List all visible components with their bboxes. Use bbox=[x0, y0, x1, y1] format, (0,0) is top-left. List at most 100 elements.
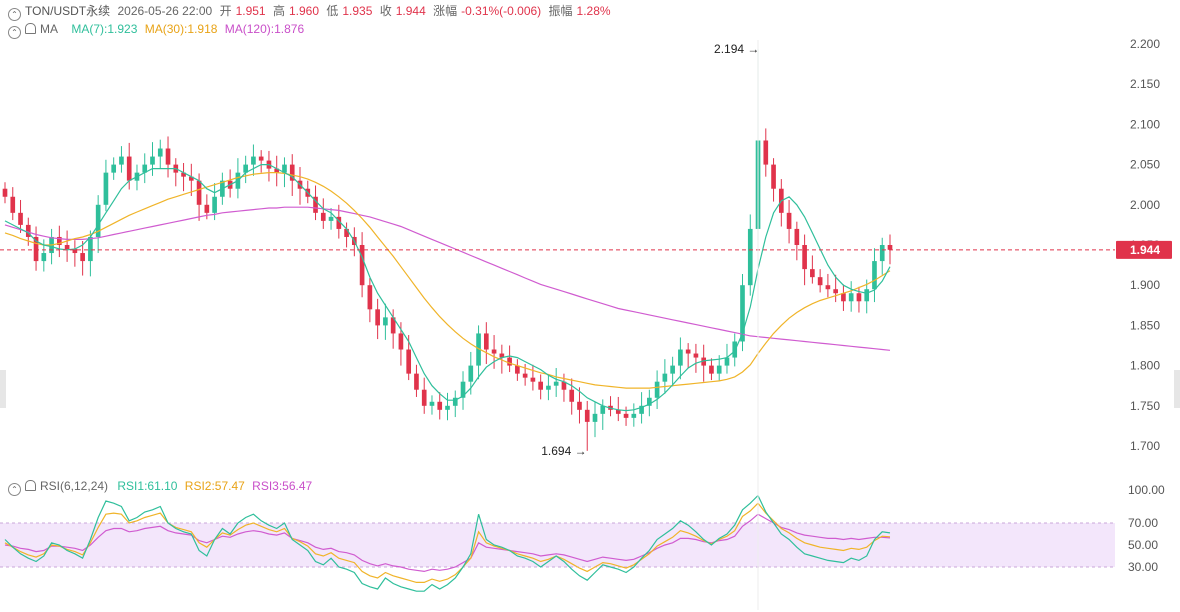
price-tick-label: 2.000 bbox=[1130, 198, 1160, 212]
candle-body bbox=[507, 357, 512, 366]
scroll-left-handle[interactable] bbox=[0, 370, 6, 408]
ma7-line bbox=[4, 164, 891, 412]
close-label: 收 bbox=[379, 4, 392, 18]
candle-body bbox=[64, 245, 70, 250]
price-tick-label: 2.100 bbox=[1130, 117, 1160, 131]
candle-body bbox=[740, 285, 745, 342]
rsi3-legend: RSI3:56.47 bbox=[252, 479, 313, 493]
candle-body bbox=[530, 377, 536, 382]
candle-body bbox=[344, 228, 349, 237]
change-value: -0.31%(-0.006) bbox=[461, 4, 542, 18]
alert-bell-icon[interactable] bbox=[25, 23, 36, 34]
candle-body bbox=[569, 389, 575, 402]
candle-body bbox=[204, 204, 210, 213]
ma30-line bbox=[4, 172, 891, 389]
candle-body bbox=[786, 212, 792, 229]
candle-body bbox=[732, 341, 738, 358]
symbol-label: TON/USDT永续 bbox=[25, 4, 111, 18]
close-value: 1.944 bbox=[395, 4, 426, 18]
candle-body bbox=[25, 224, 31, 237]
candle-body bbox=[584, 409, 590, 422]
candle-body bbox=[631, 413, 637, 418]
candle-body bbox=[282, 164, 287, 173]
candle-body bbox=[196, 180, 202, 205]
candle-body bbox=[142, 164, 148, 173]
candle-body bbox=[406, 349, 412, 374]
candle-body bbox=[390, 317, 396, 334]
candle-body bbox=[414, 373, 419, 390]
current-price-text: 1.944 bbox=[1130, 243, 1160, 257]
candle-body bbox=[421, 389, 427, 406]
candle-body bbox=[2, 188, 8, 197]
candle-body bbox=[460, 381, 466, 398]
candle-body bbox=[841, 293, 846, 302]
rsi-legend: ⌃ RSI(6,12,24) RSI1:61.10 RSI2:57.47 RSI3… bbox=[8, 478, 316, 496]
rsi-tick-label: 50.00 bbox=[1128, 538, 1158, 552]
candle-body bbox=[150, 156, 155, 165]
candle-body bbox=[57, 236, 62, 245]
price-tick-label: 2.150 bbox=[1130, 77, 1160, 91]
amplitude-value: 1.28% bbox=[576, 4, 611, 18]
candle-body bbox=[18, 212, 23, 225]
candle-body bbox=[119, 156, 124, 165]
candle-body bbox=[468, 365, 474, 382]
candle-body bbox=[794, 228, 800, 245]
candle-body bbox=[810, 269, 815, 278]
candle-body bbox=[437, 401, 443, 410]
candle-body bbox=[623, 413, 629, 418]
candle-body bbox=[72, 249, 78, 254]
candle-body bbox=[802, 245, 807, 270]
scroll-right-handle[interactable] bbox=[1174, 370, 1180, 408]
candle-body bbox=[833, 289, 838, 294]
candle-body bbox=[111, 164, 117, 173]
candle-body bbox=[887, 245, 893, 250]
price-tick-label: 1.850 bbox=[1130, 318, 1160, 332]
price-tick-label: 1.750 bbox=[1130, 399, 1160, 413]
candle-body bbox=[429, 401, 435, 406]
ma120-legend: MA(120):1.876 bbox=[224, 22, 305, 36]
candle-body bbox=[157, 148, 163, 157]
ma7-legend: MA(7):1.923 bbox=[71, 22, 138, 36]
price-tick-label: 1.900 bbox=[1130, 278, 1160, 292]
candle-body bbox=[336, 216, 342, 229]
collapse-rsi-icon[interactable]: ⌃ bbox=[8, 483, 21, 496]
candle-body bbox=[188, 176, 194, 181]
candle-body bbox=[701, 357, 707, 366]
candle-body bbox=[546, 385, 551, 390]
candle-body bbox=[647, 397, 652, 406]
amplitude-label: 振幅 bbox=[548, 4, 573, 18]
candle-body bbox=[383, 317, 388, 326]
high-value: 1.960 bbox=[288, 4, 319, 18]
candle-body bbox=[95, 204, 101, 237]
low-label: 低 bbox=[326, 4, 339, 18]
candle-body bbox=[592, 413, 598, 422]
candle-body bbox=[10, 196, 16, 213]
candle-body bbox=[639, 405, 644, 414]
collapse-ma-icon[interactable]: ⌃ bbox=[8, 26, 21, 39]
candle-body bbox=[289, 164, 295, 181]
current-price-tag bbox=[1116, 240, 1172, 259]
candle-body bbox=[538, 381, 543, 390]
rsi-alert-bell-icon[interactable] bbox=[25, 480, 36, 491]
candle-body bbox=[476, 333, 481, 366]
ohlc-header: ⌃ TON/USDT永续 2026-05-26 22:00 开 1.951 高 1.9… bbox=[8, 3, 615, 21]
low-value: 1.935 bbox=[342, 4, 373, 18]
change-label: 涨幅 bbox=[433, 4, 458, 18]
candle-body bbox=[103, 172, 109, 205]
candle-body bbox=[848, 293, 854, 302]
rsi2-legend: RSI2:57.47 bbox=[184, 479, 245, 493]
candle-body bbox=[515, 365, 520, 374]
candle-body bbox=[693, 353, 699, 358]
collapse-icon[interactable]: ⌃ bbox=[8, 8, 21, 21]
high-label: 高 bbox=[272, 4, 285, 18]
open-label: 开 bbox=[219, 4, 232, 18]
candle-body bbox=[856, 293, 862, 302]
candle-body bbox=[274, 168, 280, 173]
candle-body bbox=[258, 156, 264, 161]
candle-body bbox=[685, 349, 691, 354]
rsi-tick-label: 100.00 bbox=[1128, 483, 1165, 497]
rsi-tick-label: 70.00 bbox=[1128, 516, 1158, 530]
candle-body bbox=[747, 228, 753, 286]
max-price-annotation: 2.194 → bbox=[714, 42, 759, 56]
